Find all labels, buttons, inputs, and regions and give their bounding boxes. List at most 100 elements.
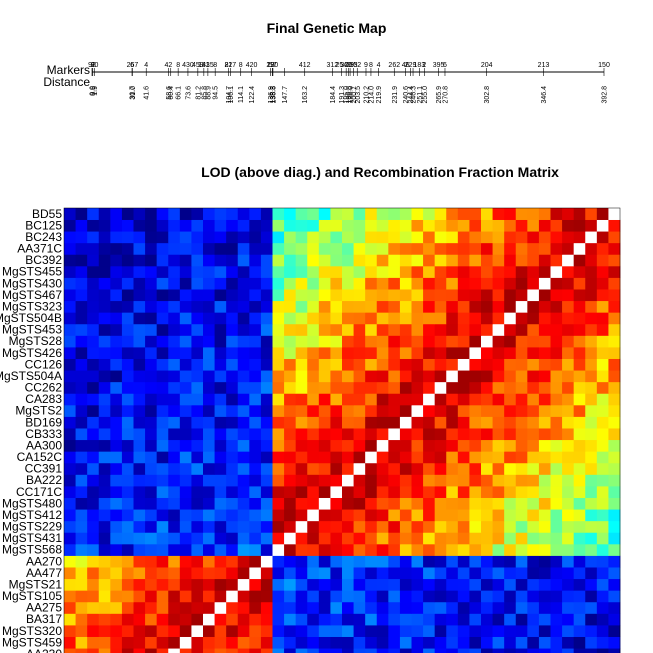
matrix-cell bbox=[434, 613, 447, 626]
matrix-cell bbox=[87, 555, 100, 568]
matrix-cell bbox=[365, 613, 378, 626]
matrix-cell bbox=[492, 393, 505, 406]
matrix-cell bbox=[492, 567, 505, 580]
distance-label: 138.8 bbox=[270, 86, 277, 104]
matrix-cell bbox=[504, 613, 517, 626]
matrix-cell bbox=[168, 543, 181, 556]
matrix-cell bbox=[596, 613, 609, 626]
matrix-cell bbox=[608, 520, 621, 533]
matrix-cell bbox=[596, 370, 609, 383]
matrix-cell bbox=[342, 567, 354, 580]
matrix-cell bbox=[446, 648, 459, 653]
matrix-cell bbox=[538, 358, 551, 371]
matrix-cell bbox=[376, 532, 389, 545]
matrix-cell bbox=[237, 520, 250, 533]
matrix-cell bbox=[133, 497, 146, 510]
matrix-cell bbox=[353, 335, 366, 348]
y-axis-label: MgSTS426 bbox=[2, 346, 62, 360]
matrix-cell bbox=[330, 416, 343, 429]
matrix-cell bbox=[573, 462, 586, 475]
matrix-cell bbox=[585, 358, 598, 371]
matrix-cell bbox=[446, 358, 459, 371]
marker-label: 312 bbox=[327, 62, 339, 69]
matrix-cell bbox=[527, 381, 540, 394]
distance-label: 41.6 bbox=[144, 86, 151, 100]
matrix-cell bbox=[481, 486, 493, 498]
matrix-cell bbox=[226, 601, 239, 614]
matrix-cell bbox=[330, 335, 343, 348]
matrix-cell bbox=[249, 486, 262, 498]
matrix-cell bbox=[179, 532, 192, 545]
matrix-cell bbox=[481, 567, 493, 580]
matrix-cell bbox=[249, 474, 262, 487]
matrix-cell bbox=[307, 393, 320, 406]
matrix-cell bbox=[226, 219, 239, 232]
matrix-cell bbox=[260, 428, 273, 441]
matrix-cell bbox=[550, 636, 563, 649]
matrix-cell bbox=[399, 242, 412, 255]
matrix-cell bbox=[133, 277, 146, 290]
matrix-cell bbox=[585, 393, 598, 406]
matrix-cell bbox=[399, 636, 412, 649]
matrix-cell bbox=[434, 381, 447, 394]
matrix-cell bbox=[272, 219, 285, 232]
matrix-cell bbox=[585, 636, 598, 649]
matrix-cell bbox=[237, 381, 250, 394]
matrix-cell bbox=[423, 543, 436, 556]
matrix-cell bbox=[98, 323, 111, 336]
matrix-cell bbox=[492, 486, 505, 498]
matrix-cell bbox=[156, 462, 169, 475]
matrix-cell bbox=[249, 625, 262, 637]
matrix-cell bbox=[330, 636, 343, 649]
matrix-cell bbox=[214, 509, 227, 522]
matrix-cell bbox=[87, 231, 100, 244]
matrix-cell bbox=[573, 358, 586, 371]
matrix-cell bbox=[585, 242, 598, 255]
matrix-cell bbox=[133, 509, 146, 522]
y-axis-label: MgSTS412 bbox=[2, 508, 62, 522]
matrix-cell bbox=[307, 335, 320, 348]
matrix-cell bbox=[284, 636, 297, 649]
matrix-cell bbox=[318, 312, 331, 325]
matrix-cell bbox=[434, 347, 447, 359]
matrix-cell bbox=[75, 578, 88, 591]
matrix-cell bbox=[330, 625, 343, 637]
matrix-cell bbox=[423, 289, 436, 302]
matrix-cell bbox=[191, 520, 204, 533]
matrix-cell bbox=[272, 555, 285, 568]
matrix-cell bbox=[446, 567, 459, 580]
matrix-cell bbox=[596, 462, 609, 475]
matrix-cell bbox=[98, 428, 111, 441]
matrix-cell bbox=[608, 555, 621, 568]
matrix-cell bbox=[504, 648, 517, 653]
matrix-cell bbox=[457, 648, 470, 653]
matrix-cell bbox=[550, 242, 563, 255]
matrix-cell bbox=[399, 451, 412, 464]
matrix-cell bbox=[330, 265, 343, 278]
matrix-cell bbox=[376, 462, 389, 475]
matrix-cell bbox=[608, 648, 621, 653]
y-axis-label: CB333 bbox=[25, 427, 62, 441]
matrix-cell bbox=[260, 625, 273, 637]
matrix-cell bbox=[179, 335, 192, 348]
matrix-cell bbox=[203, 439, 215, 452]
marker-label: 5 bbox=[347, 62, 351, 69]
matrix-cell bbox=[457, 404, 470, 417]
matrix-cell bbox=[145, 323, 158, 336]
matrix-cell bbox=[562, 289, 575, 302]
matrix-cell bbox=[110, 393, 123, 406]
matrix-cell bbox=[191, 254, 204, 267]
matrix-cell bbox=[168, 358, 181, 371]
matrix-cell bbox=[121, 358, 134, 371]
matrix-cell bbox=[295, 474, 308, 487]
matrix-cell bbox=[504, 231, 517, 244]
matrix-cell bbox=[191, 613, 204, 626]
matrix-cell bbox=[64, 312, 76, 325]
matrix-cell bbox=[446, 254, 459, 267]
matrix-cell bbox=[434, 543, 447, 556]
matrix-cell bbox=[504, 555, 517, 568]
matrix-cell bbox=[168, 486, 181, 498]
matrix-cell bbox=[608, 625, 621, 637]
matrix-cell bbox=[481, 474, 493, 487]
matrix-cell bbox=[98, 358, 111, 371]
